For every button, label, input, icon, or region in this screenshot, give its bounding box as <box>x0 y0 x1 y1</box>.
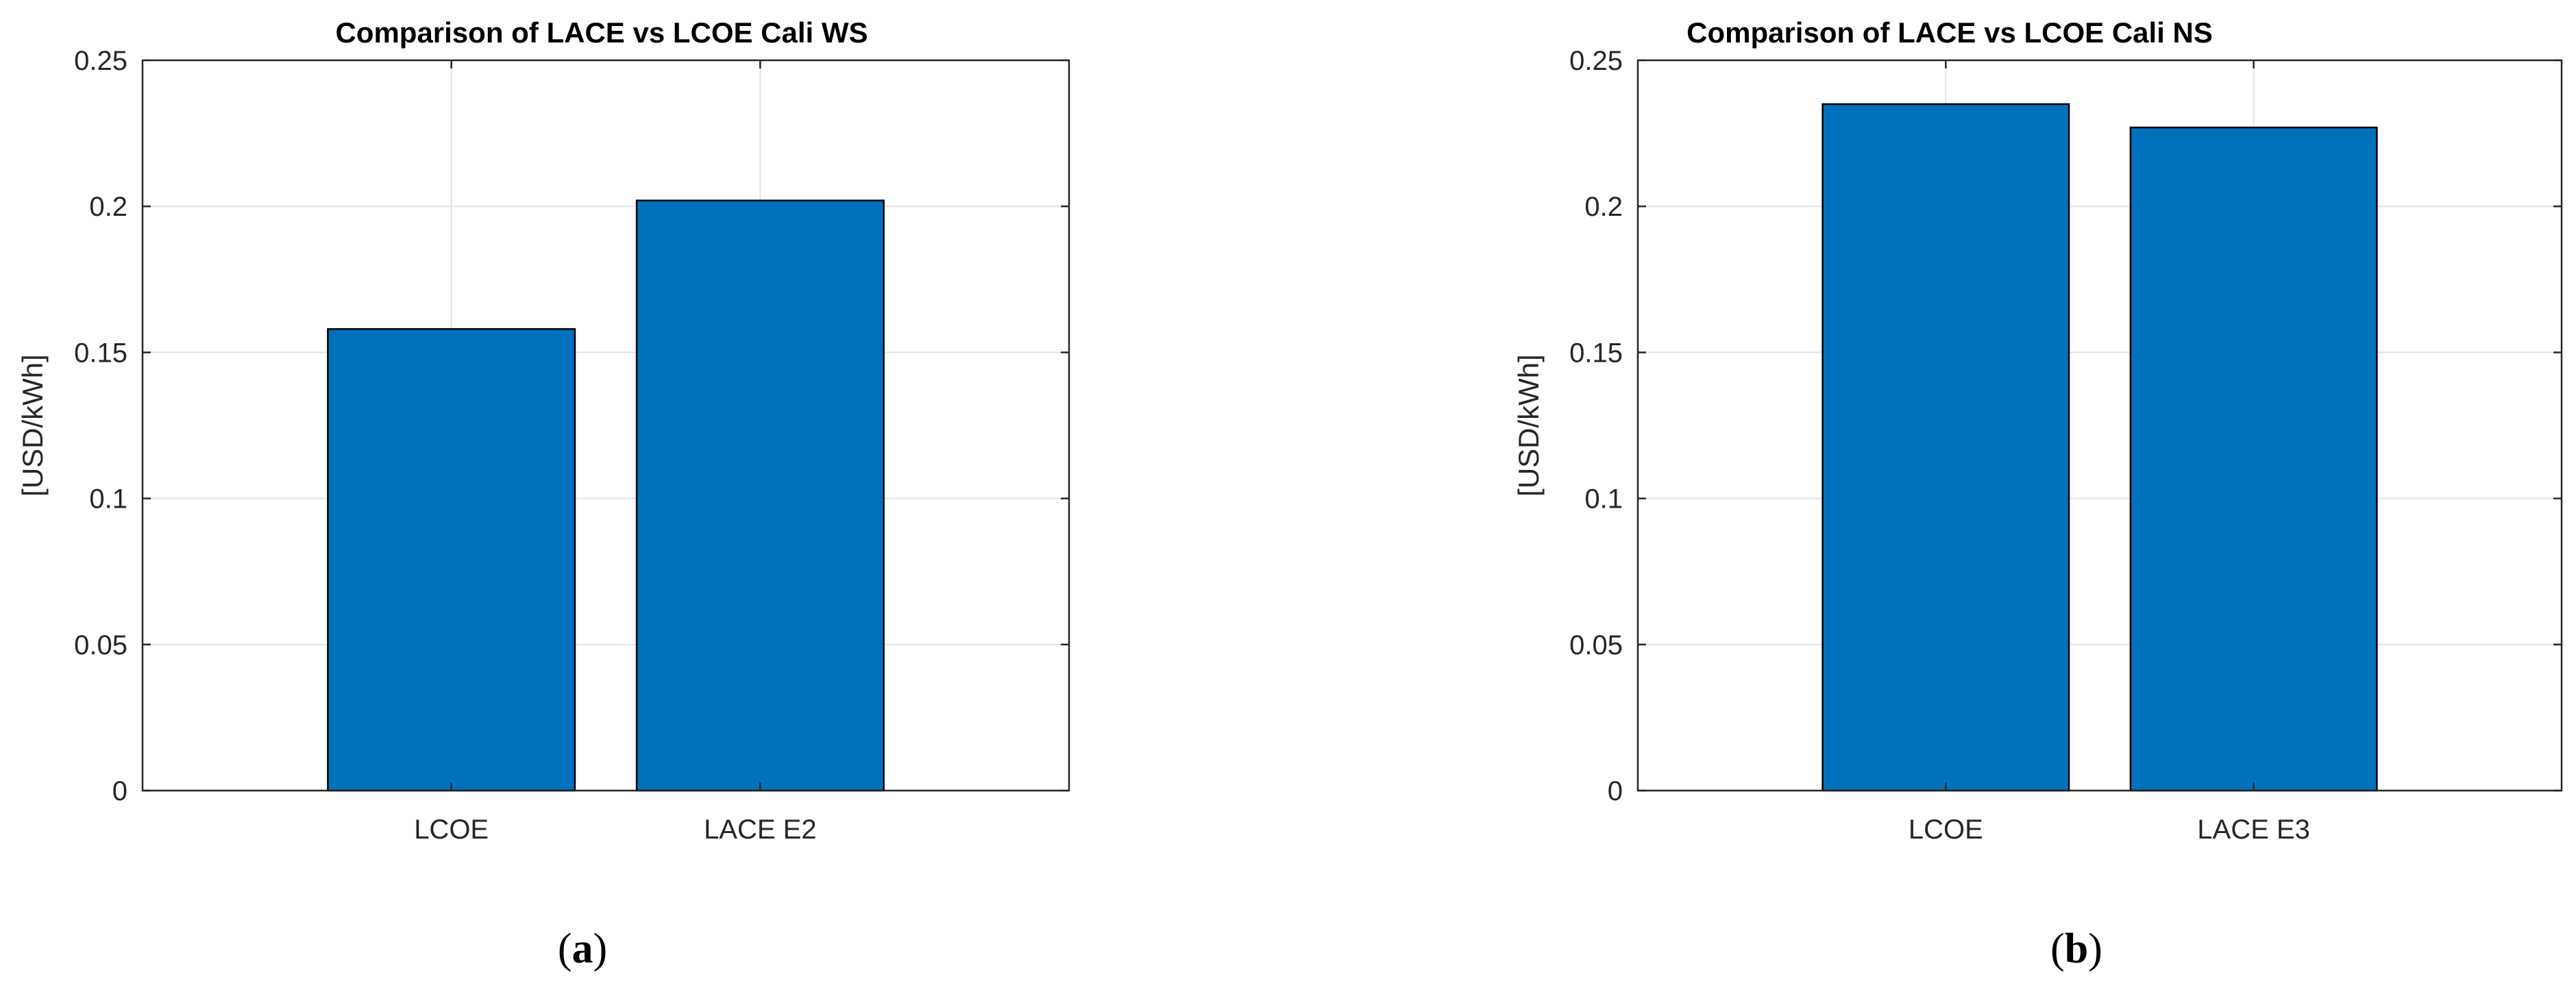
panel-label-b: (b) <box>2050 926 2102 972</box>
axis-ticks <box>1638 59 2562 792</box>
y-tick-labels: 0 0.05 0.1 0.15 0.2 0.25 <box>74 46 127 806</box>
x-tick-label: LCOE <box>1909 815 1983 845</box>
y-tick-label: 0.2 <box>1584 192 1623 222</box>
y-tick-label: 0.25 <box>74 46 127 76</box>
panel-label-a: (a) <box>558 926 607 972</box>
bar-lcoe <box>327 328 576 792</box>
plot-area-frame <box>1636 59 2563 792</box>
x-tick-label: LACE E2 <box>704 815 817 845</box>
y-tick-label: 0.05 <box>1569 630 1623 660</box>
chart-title: Comparison of LACE vs LCOE Cali NS <box>1686 16 2213 49</box>
x-tick-label: LACE E3 <box>2197 815 2310 845</box>
y-tick-label: 0 <box>1608 776 1623 806</box>
y-axis-label: [USD/kWh] <box>1512 354 1545 497</box>
y-tick-label: 0.1 <box>89 484 127 514</box>
grid-lines <box>143 60 1069 791</box>
y-tick-label: 0.2 <box>89 192 127 222</box>
y-tick-labels: 0 0.05 0.1 0.15 0.2 0.25 <box>1569 46 1623 806</box>
y-tick-label: 0.05 <box>74 630 127 660</box>
bar-series <box>327 199 885 792</box>
x-tick-labels: LCOE LACE E3 <box>1909 815 2310 845</box>
x-tick-label: LCOE <box>414 815 489 845</box>
bar-lace-e3 <box>2129 126 2378 792</box>
chart-panel-b: Comparison of LACE vs LCOE Cali NS 0 0.05… <box>1512 16 2563 972</box>
axis-ticks <box>143 59 1069 792</box>
plot-area-frame <box>141 59 1070 792</box>
y-tick-label: 0.15 <box>1569 338 1623 368</box>
bar-lcoe <box>1821 103 2070 792</box>
grid-lines <box>1638 60 2562 791</box>
y-axis-label: [USD/kWh] <box>16 354 49 497</box>
chart-title: Comparison of LACE vs LCOE Cali WS <box>335 16 868 49</box>
y-tick-label: 0.25 <box>1569 46 1623 76</box>
y-tick-label: 0.15 <box>74 338 127 368</box>
bar-series <box>1821 103 2378 792</box>
y-tick-label: 0 <box>112 776 127 806</box>
x-tick-labels: LCOE LACE E2 <box>414 815 816 845</box>
bar-lace-e2 <box>635 199 885 792</box>
chart-panel-a: Comparison of LACE vs LCOE Cali WS 0 0.05… <box>16 16 1070 972</box>
y-tick-label: 0.1 <box>1584 484 1623 514</box>
